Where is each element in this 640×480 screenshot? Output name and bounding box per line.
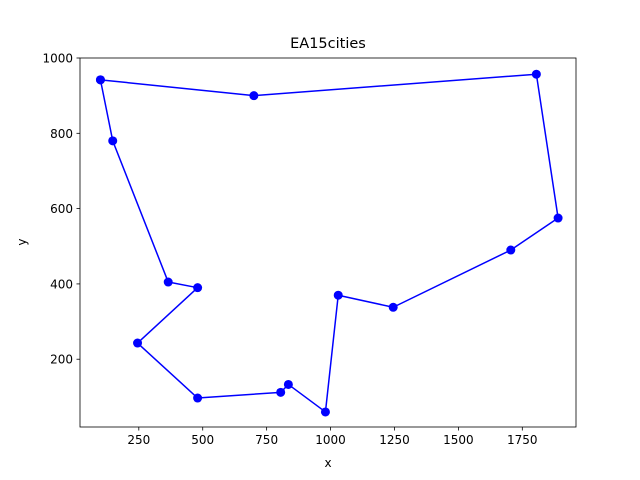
data-point <box>283 379 293 389</box>
data-point <box>163 277 173 287</box>
data-point <box>320 407 330 417</box>
x-axis-label: x <box>324 456 331 470</box>
x-axis-ticks: 250 500 750 1000 1250 1500 1750 <box>127 427 538 447</box>
data-point <box>388 302 398 312</box>
data-point <box>95 75 105 85</box>
data-point <box>333 290 343 300</box>
data-point <box>249 91 259 101</box>
data-point <box>193 393 203 403</box>
data-point <box>133 338 143 348</box>
y-tick-label: 1000 <box>42 52 73 66</box>
data-point <box>276 387 286 397</box>
y-tick-label: 800 <box>50 127 73 141</box>
data-point <box>193 283 203 293</box>
y-tick-label: 400 <box>50 277 73 291</box>
x-tick-label: 1250 <box>379 433 410 447</box>
axes-frame <box>79 57 577 428</box>
y-tick-label: 600 <box>50 202 73 216</box>
data-point <box>506 245 516 255</box>
chart-title: EA15cities <box>290 36 366 52</box>
data-point <box>108 136 118 146</box>
series-line <box>99 73 559 413</box>
x-tick-label: 500 <box>191 433 214 447</box>
data-point <box>531 69 541 79</box>
x-tick-label: 250 <box>127 433 150 447</box>
y-axis-label: y <box>15 238 29 245</box>
x-tick-label: 750 <box>255 433 278 447</box>
data-point <box>553 213 563 223</box>
y-tick-label: 200 <box>50 353 73 367</box>
x-tick-label: 1500 <box>443 433 474 447</box>
x-tick-label: 1000 <box>315 433 346 447</box>
y-axis-ticks: 200 400 600 800 1000 <box>42 52 80 367</box>
plot-area <box>95 69 563 417</box>
x-tick-label: 1750 <box>507 433 538 447</box>
